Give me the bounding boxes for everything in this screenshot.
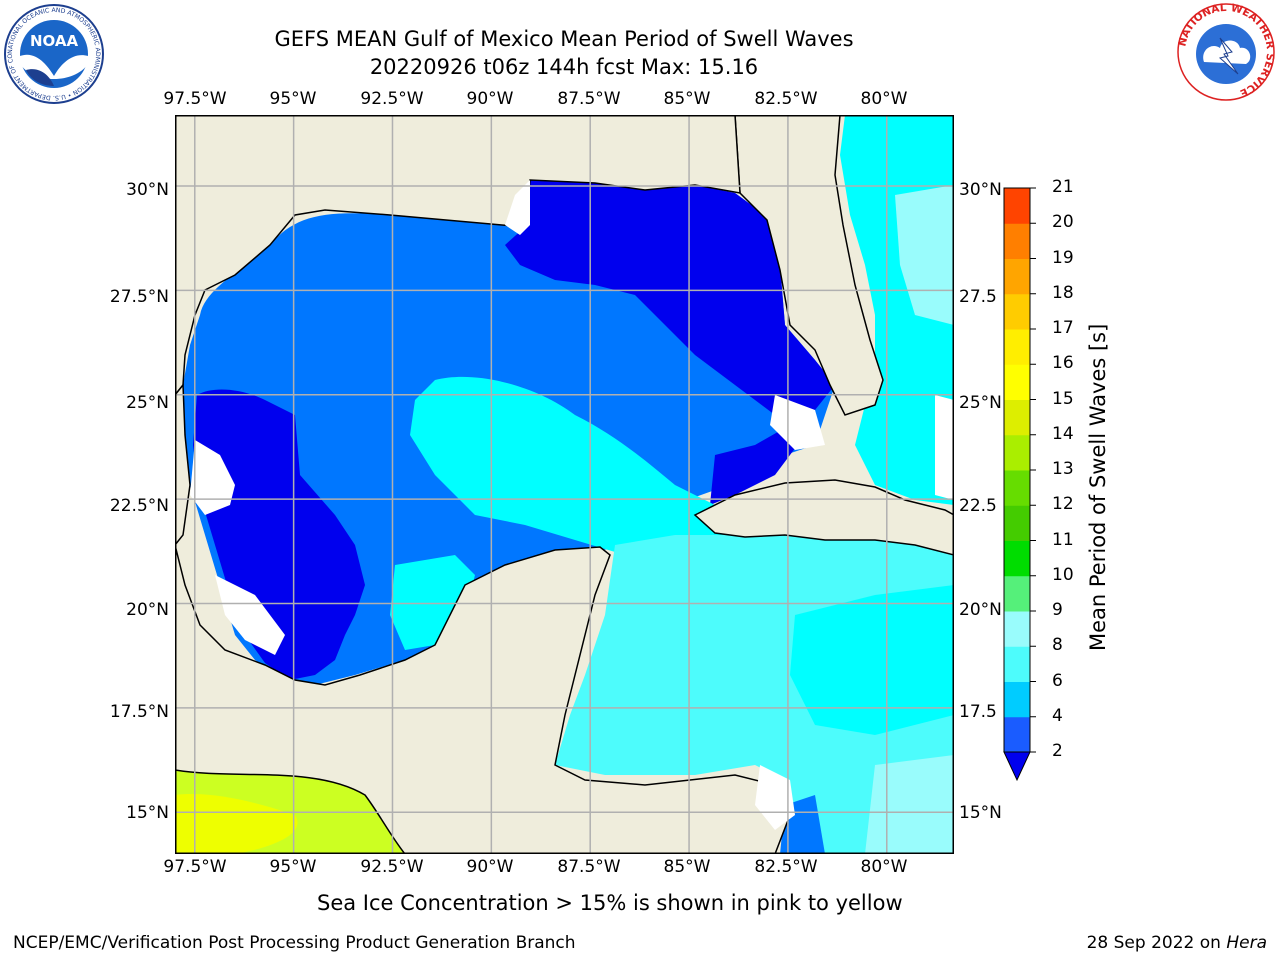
colorbar-block — [1004, 364, 1030, 400]
gulf-of-mexico-map — [175, 115, 954, 854]
sea-ice-note: Sea Ice Concentration > 15% is shown in … — [317, 891, 903, 915]
colorbar-block — [1004, 646, 1030, 682]
lon-label-bottom: 95°W — [269, 857, 317, 877]
mexico-central-america-land — [175, 544, 791, 854]
no-data-patch — [215, 575, 285, 655]
colorbar-tick-label: 2 — [1052, 741, 1063, 761]
colorbar-block — [1004, 329, 1030, 365]
lat-label-left: 25°N — [126, 393, 169, 413]
lon-label-bottom: 80°W — [860, 857, 908, 877]
noaa-logo: NATIONAL OCEANIC AND ATMOSPHERIC ADMINIS… — [4, 4, 104, 104]
nws-logo: NATIONAL WEATHER SERVICE — [1176, 2, 1276, 101]
land-masses — [175, 115, 954, 854]
lon-label-bottom: 82.5°W — [754, 857, 818, 877]
colorbar-tick-label: 17 — [1052, 318, 1074, 338]
lon-label-top: 90°W — [466, 89, 514, 109]
mexico-west-coast-land — [175, 382, 191, 547]
colorbar-block — [1004, 399, 1030, 436]
colorbar-tick-label: 16 — [1052, 353, 1074, 374]
noaa-text: NOAA — [30, 32, 79, 50]
no-data-patch — [770, 395, 825, 450]
colorbar-tick-label: 19 — [1052, 247, 1074, 268]
lon-label-bottom: 85°W — [663, 857, 711, 877]
colorbar-tick-label: 10 — [1052, 564, 1074, 585]
colorbar-tick-label: 21 — [1052, 177, 1074, 197]
colorbar-tick-label: 13 — [1052, 459, 1074, 479]
colorbar-tick-label: 4 — [1052, 705, 1063, 726]
lon-label-top: 95°W — [269, 89, 317, 109]
lon-label-top: 85°W — [663, 89, 711, 109]
colorbar-under-arrow — [1003, 751, 1031, 782]
colorbar-block — [1004, 716, 1030, 753]
lon-label-top: 82.5°W — [754, 89, 818, 109]
lat-label-right: 20°N — [959, 600, 1002, 620]
colorbar-block — [1004, 611, 1030, 647]
no-data-patches — [190, 180, 954, 830]
footer-date-text: 28 Sep 2022 on — [1086, 933, 1227, 953]
colorbar-tick-label: 6 — [1052, 670, 1063, 691]
colorbar-tick-label: 8 — [1052, 635, 1063, 656]
no-data-patch — [505, 180, 530, 235]
colorbar-label: Mean Period of Swell Waves [s] — [1086, 323, 1110, 651]
colorbar-tick-label: 14 — [1052, 423, 1074, 444]
lon-label-bottom: 92.5°W — [360, 857, 424, 877]
lon-label-top: 97.5°W — [163, 89, 227, 109]
no-data-patch — [190, 440, 235, 515]
lon-label-bottom: 97.5°W — [163, 857, 227, 877]
lon-label-bottom: 87.5°W — [557, 857, 621, 877]
lat-label-left: 20°N — [126, 600, 169, 620]
colorbar-tick-label: 9 — [1052, 600, 1063, 620]
lat-label-right: 17.5 — [959, 702, 997, 722]
lat-label-left: 22.5°N — [109, 496, 169, 516]
lat-label-right: 27.5 — [959, 287, 997, 307]
no-data-patch — [755, 765, 795, 830]
gridlines — [175, 115, 954, 854]
footer-branch: NCEP/EMC/Verification Post Processing Pr… — [13, 933, 576, 953]
caribbean-cyan-patch — [790, 585, 954, 735]
chart-title: GEFS MEAN Gulf of Mexico Mean Period of … — [274, 27, 854, 51]
lon-label-top: 92.5°W — [360, 89, 424, 109]
colorbar-tick-label: 20 — [1052, 212, 1074, 233]
lon-label-top: 87.5°W — [557, 89, 621, 109]
colorbar-block — [1004, 540, 1030, 577]
colorbar — [1003, 187, 1036, 782]
colorbar-block — [1004, 434, 1030, 471]
colorbar-tick-label: 15 — [1052, 388, 1074, 409]
no-data-patch — [935, 395, 954, 500]
map-frame — [175, 115, 954, 854]
lat-label-left: 27.5°N — [109, 287, 169, 307]
lat-label-right: 30°N — [959, 180, 1002, 200]
lon-label-bottom: 90°W — [466, 857, 514, 877]
chart-subtitle: 20220926 t06z 144h fcst Max: 15.16 — [369, 55, 759, 79]
colorbar-block — [1004, 575, 1030, 612]
colorbar-block — [1004, 470, 1030, 506]
lat-label-left: 17.5°N — [109, 702, 169, 722]
lat-label-right: 15°N — [959, 803, 1002, 823]
colorbar-tick-label: 11 — [1052, 529, 1074, 550]
us-gulf-coast-land — [175, 115, 741, 397]
pacific-yellow-patch — [175, 794, 298, 854]
colorbar-block — [1004, 293, 1030, 330]
colorbar-tick-label: 18 — [1052, 282, 1074, 303]
deep-region-east — [505, 180, 835, 415]
caribbean-pale-patch — [865, 755, 954, 854]
colorbar-block — [1004, 188, 1030, 224]
lat-label-left: 15°N — [126, 803, 169, 823]
colorbar-block — [1004, 223, 1030, 259]
lat-label-right: 25°N — [959, 393, 1002, 413]
colorbar-block — [1004, 505, 1030, 541]
colorbar-tick-label: 12 — [1052, 494, 1074, 515]
lat-label-right: 22.5 — [959, 496, 997, 516]
colorbar-block — [1004, 681, 1030, 718]
colorbar-block — [1004, 258, 1030, 295]
lat-label-left: 30°N — [126, 180, 169, 200]
florida-land — [734, 115, 884, 416]
deep-region-south — [710, 425, 805, 505]
lon-label-top: 80°W — [860, 89, 908, 109]
footer-date: 28 Sep 2022 on Hera — [1087, 933, 1267, 953]
footer-host: Hera — [1226, 933, 1267, 953]
